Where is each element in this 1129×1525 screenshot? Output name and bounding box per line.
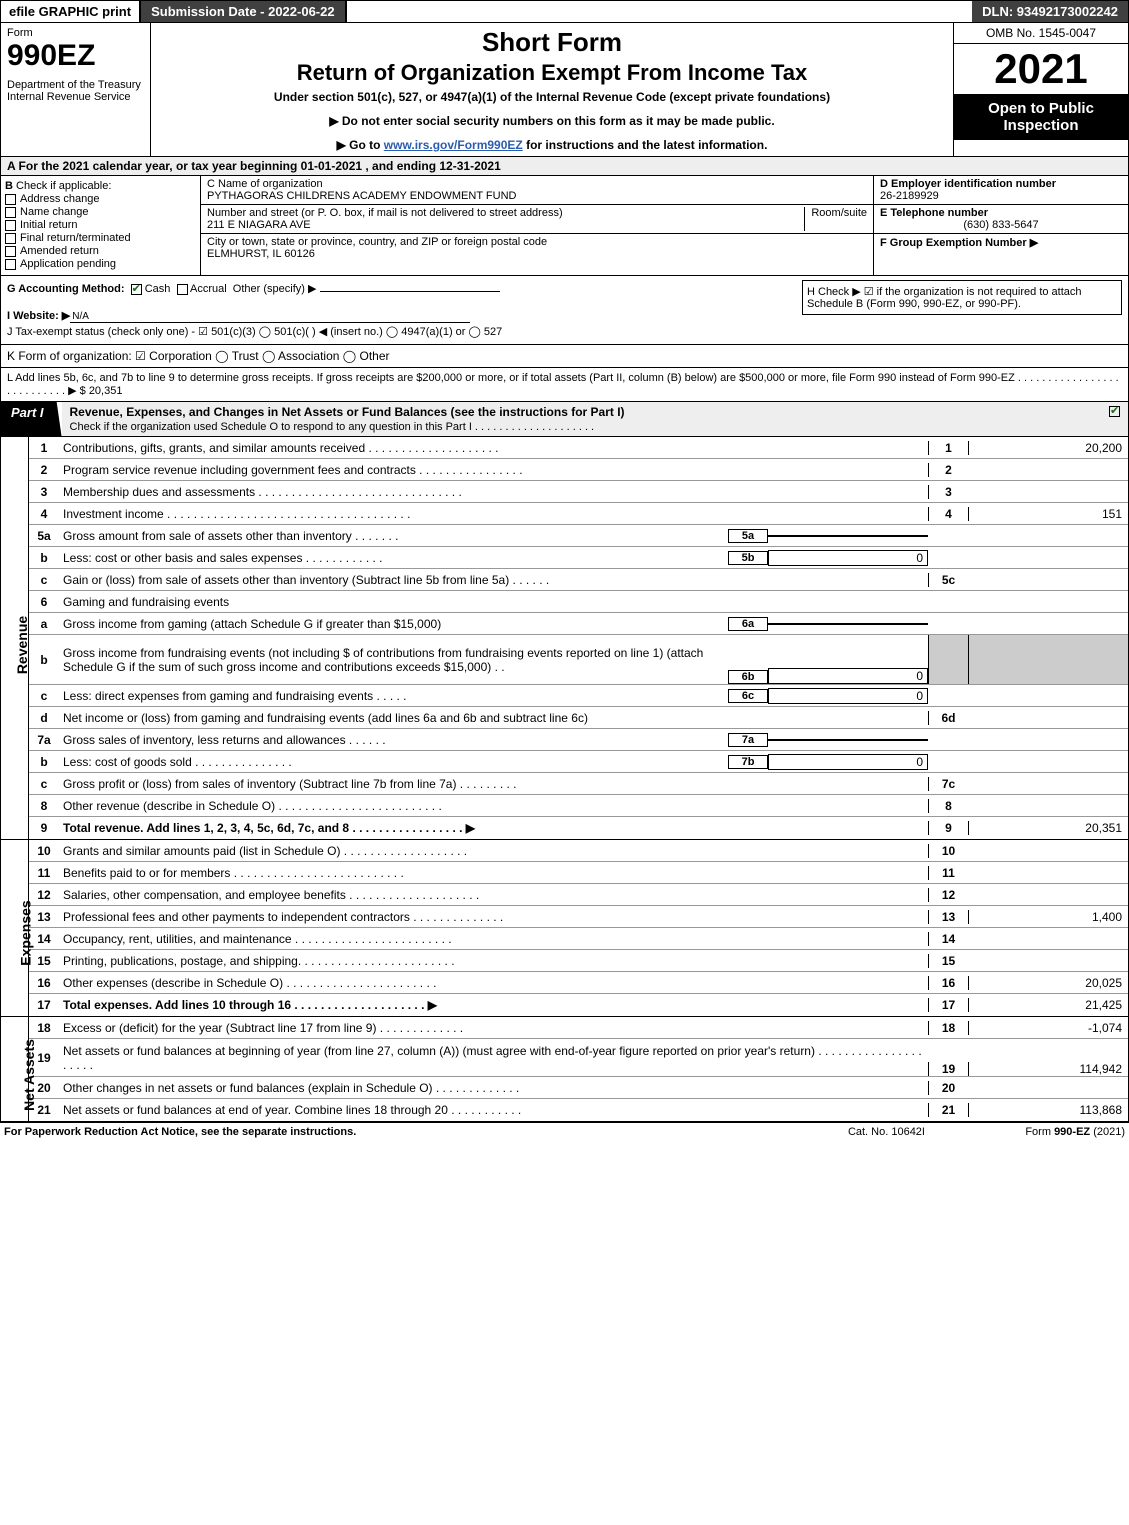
chk-initial[interactable] [5,220,16,231]
b-label: B [5,180,13,192]
return-title: Return of Organization Exempt From Incom… [161,60,943,86]
val-18: -1,074 [968,1021,1128,1035]
side-netassets: Net Assets [21,1039,37,1111]
omb-number: OMB No. 1545-0047 [954,23,1128,44]
acct-method-label: G Accounting Method: [7,283,125,295]
tel-label: E Telephone number [880,207,1122,219]
chk-cash[interactable] [131,284,142,295]
city-label: City or town, state or province, country… [207,236,867,248]
part-i-header: Part I Revenue, Expenses, and Changes in… [0,402,1129,437]
chk-amended[interactable] [5,246,16,257]
footer-formno: Form 990-EZ (2021) [925,1126,1125,1138]
efile-label[interactable]: efile GRAPHIC print [1,1,141,22]
group-label: F Group Exemption Number ▶ [880,237,1038,249]
val-21: 113,868 [968,1103,1128,1117]
website-value: N/A [70,311,470,323]
irs-link[interactable]: www.irs.gov/Form990EZ [384,138,523,152]
part-tag: Part I [1,402,62,436]
part-title: Revenue, Expenses, and Changes in Net As… [70,405,625,419]
footer: For Paperwork Reduction Act Notice, see … [0,1122,1129,1141]
open-inspection: Open to Public Inspection [954,94,1128,140]
chk-pending[interactable] [5,259,16,270]
bullet-goto: ▶ Go to www.irs.gov/Form990EZ for instru… [161,138,943,152]
dept-label: Department of the Treasury Internal Reve… [7,79,144,103]
room-label: Room/suite [804,207,867,231]
chk-accrual[interactable] [177,284,188,295]
revenue-block: Revenue 1Contributions, gifts, grants, a… [0,437,1129,840]
street-label: Number and street (or P. O. box, if mail… [207,207,804,219]
bullet-ssn: ▶ Do not enter social security numbers o… [161,114,943,128]
org-name: PYTHAGORAS CHILDRENS ACADEMY ENDOWMENT F… [207,190,867,202]
short-form-title: Short Form [161,27,943,58]
footer-catno: Cat. No. 10642I [848,1126,925,1138]
val-6b: 0 [768,668,928,684]
form-number: 990EZ [7,39,144,73]
under-section: Under section 501(c), 527, or 4947(a)(1)… [161,90,943,104]
val-13: 1,400 [968,910,1128,924]
block-b-to-f: B Check if applicable: Address change Na… [0,176,1129,276]
chk-name[interactable] [5,207,16,218]
form-label: Form [7,27,144,39]
street-value: 211 E NIAGARA AVE [207,219,804,231]
val-5b: 0 [768,550,928,566]
val-17: 21,425 [968,998,1128,1012]
footer-paperwork: For Paperwork Reduction Act Notice, see … [4,1126,848,1138]
row-k: K Form of organization: ☑ Corporation ◯ … [0,345,1129,368]
chk-schedule-o[interactable] [1109,406,1120,417]
row-l: L Add lines 5b, 6c, and 7b to line 9 to … [0,368,1129,402]
tel-value: (630) 833-5647 [880,219,1122,231]
val-16: 20,025 [968,976,1128,990]
dln: DLN: 93492173002242 [972,1,1128,22]
val-4: 151 [968,507,1128,521]
c-name-label: C Name of organization [207,178,867,190]
val-1: 20,200 [968,441,1128,455]
chk-final[interactable] [5,233,16,244]
side-expenses: Expenses [18,900,34,965]
part-sub: Check if the organization used Schedule … [70,421,595,433]
row-g-to-j: G Accounting Method: Cash Accrual Other … [0,276,1129,345]
side-revenue: Revenue [14,616,30,674]
submission-date: Submission Date - 2022-06-22 [141,1,347,22]
h-checkbox-note: H Check ▶ ☑ if the organization is not r… [802,280,1122,315]
j-tax-exempt: J Tax-exempt status (check only one) - ☑… [7,325,1122,338]
val-19: 114,942 [968,1062,1128,1076]
row-a-calendar: A For the 2021 calendar year, or tax yea… [0,157,1129,176]
topbar: efile GRAPHIC print Submission Date - 20… [0,0,1129,23]
val-6c: 0 [768,688,928,704]
ein-label: D Employer identification number [880,178,1122,190]
tax-year: 2021 [954,44,1128,94]
city-value: ELMHURST, IL 60126 [207,248,867,260]
website-label: I Website: ▶ [7,310,70,322]
expenses-block: Expenses 10Grants and similar amounts pa… [0,840,1129,1017]
val-7b: 0 [768,754,928,770]
val-9: 20,351 [968,821,1128,835]
ein-value: 26-2189929 [880,190,1122,202]
netassets-block: Net Assets 18Excess or (deficit) for the… [0,1017,1129,1122]
chk-addr[interactable] [5,194,16,205]
form-header: Form 990EZ Department of the Treasury In… [0,23,1129,157]
